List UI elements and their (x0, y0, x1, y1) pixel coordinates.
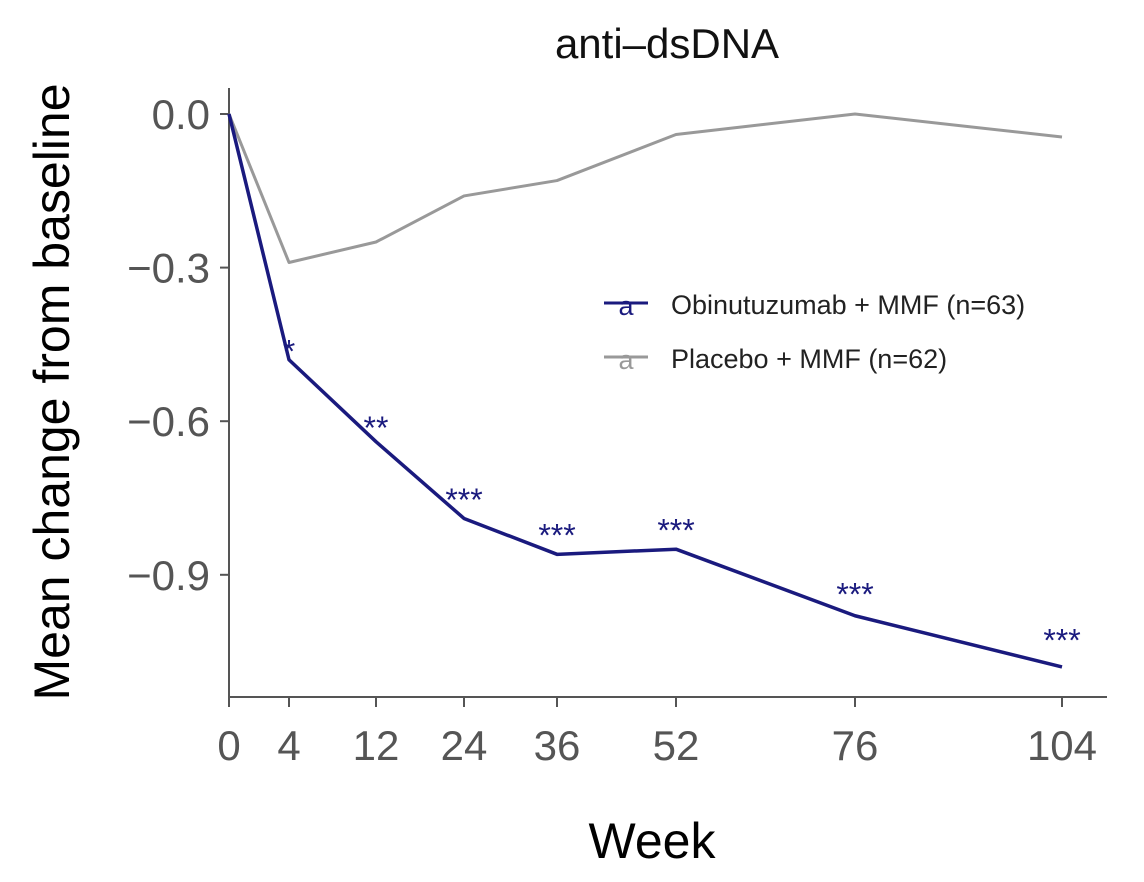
x-tick-label: 24 (441, 722, 488, 769)
legend-key-obinutuzumab: a (618, 291, 634, 321)
legend-label-placebo: Placebo + MMF (n=62) (671, 344, 947, 374)
series-line-placebo (227, 112, 1063, 264)
x-axis: 0 4 12 24 36 52 76 104 (217, 696, 1107, 769)
legend-item-placebo: a Placebo + MMF (n=62) (604, 344, 947, 375)
y-tick-label: −0.9 (127, 552, 210, 599)
x-axis-title: Week (589, 813, 717, 869)
y-tick-label: −0.3 (127, 245, 210, 292)
legend-item-obinutuzumab: a Obinutuzumab + MMF (n=63) (604, 290, 1025, 321)
series-line-obinutuzumab (227, 113, 1063, 669)
significance-label: *** (836, 577, 873, 613)
significance-label: * (283, 333, 295, 369)
x-tick-label: 4 (277, 722, 300, 769)
x-tick-label: 76 (832, 722, 879, 769)
significance-label: ** (364, 410, 389, 446)
significance-label: *** (1043, 623, 1080, 659)
x-tick-label: 12 (353, 722, 400, 769)
y-tick-label: −0.6 (127, 398, 210, 445)
annotations: ********* ********* (283, 333, 1081, 658)
x-tick-label: 0 (217, 722, 240, 769)
legend-label-obinutuzumab: Obinutuzumab + MMF (n=63) (671, 290, 1025, 320)
significance-label: *** (538, 518, 575, 554)
chart-title: anti–dsDNA (555, 20, 779, 67)
y-axis: 0.0 −0.3 −0.6 −0.9 (127, 88, 230, 697)
y-axis-title: Mean change from baseline (24, 83, 80, 700)
significance-label: *** (657, 513, 694, 549)
significance-label: *** (445, 482, 482, 518)
x-tick-label: 52 (653, 722, 700, 769)
y-tick-label: 0.0 (152, 91, 210, 138)
x-tick-label: 104 (1027, 722, 1097, 769)
legend-key-placebo: a (618, 345, 634, 375)
legend: a Obinutuzumab + MMF (n=63) a Placebo + … (604, 290, 1025, 375)
plot-area (227, 112, 1063, 669)
x-tick-label: 36 (534, 722, 581, 769)
